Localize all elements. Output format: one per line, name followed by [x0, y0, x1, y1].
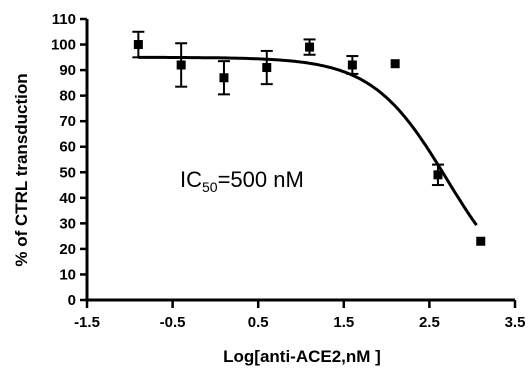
y-tick-label: 0	[68, 292, 76, 309]
x-tick-label: -1.5	[74, 314, 100, 331]
y-tick-label: 50	[59, 164, 76, 181]
x-tick-label: 1.5	[333, 314, 354, 331]
y-tick-label: 60	[59, 139, 76, 156]
data-points	[132, 30, 486, 246]
data-point	[219, 73, 229, 83]
ic50-annotation: IC50=500 nM	[180, 167, 304, 195]
data-point	[347, 60, 357, 70]
data-point	[133, 40, 143, 50]
x-tick-label: 3.5	[505, 314, 526, 331]
y-tick-label: 110	[52, 11, 76, 28]
data-point	[262, 63, 272, 73]
x-tick-label: -0.5	[160, 314, 186, 331]
ic50-annotation-subscript: 50	[202, 179, 218, 195]
data-point	[433, 170, 443, 180]
data-point	[176, 60, 186, 70]
x-tick-label: 2.5	[419, 314, 440, 331]
y-axis: 0 10 20 30 40 50 60 70 80 90 100 110	[51, 11, 89, 309]
y-tick-label: 90	[59, 62, 76, 79]
y-tick-label: 80	[59, 88, 76, 105]
y-tick-label: 10	[59, 266, 76, 283]
data-point	[476, 236, 486, 246]
y-tick-label: 40	[59, 190, 76, 207]
data-point	[305, 42, 315, 52]
x-axis-label: Log[anti-ACE2,nM ]	[223, 347, 381, 366]
fit-curve	[138, 55, 478, 226]
ic50-annotation-tail: =500 nM	[218, 167, 304, 192]
y-tick-label: 20	[59, 241, 76, 258]
x-tick-label: 0.5	[248, 314, 269, 331]
y-axis-label: % of CTRL transduction	[12, 73, 31, 266]
y-tick-label: 100	[51, 37, 76, 54]
y-tick-label: 30	[59, 215, 76, 232]
ic50-annotation-main: IC	[180, 167, 202, 192]
y-tick-label: 70	[59, 113, 76, 130]
data-point	[390, 59, 400, 69]
x-axis: -1.5 -0.5 0.5 1.5 2.5 3.5	[74, 298, 526, 331]
